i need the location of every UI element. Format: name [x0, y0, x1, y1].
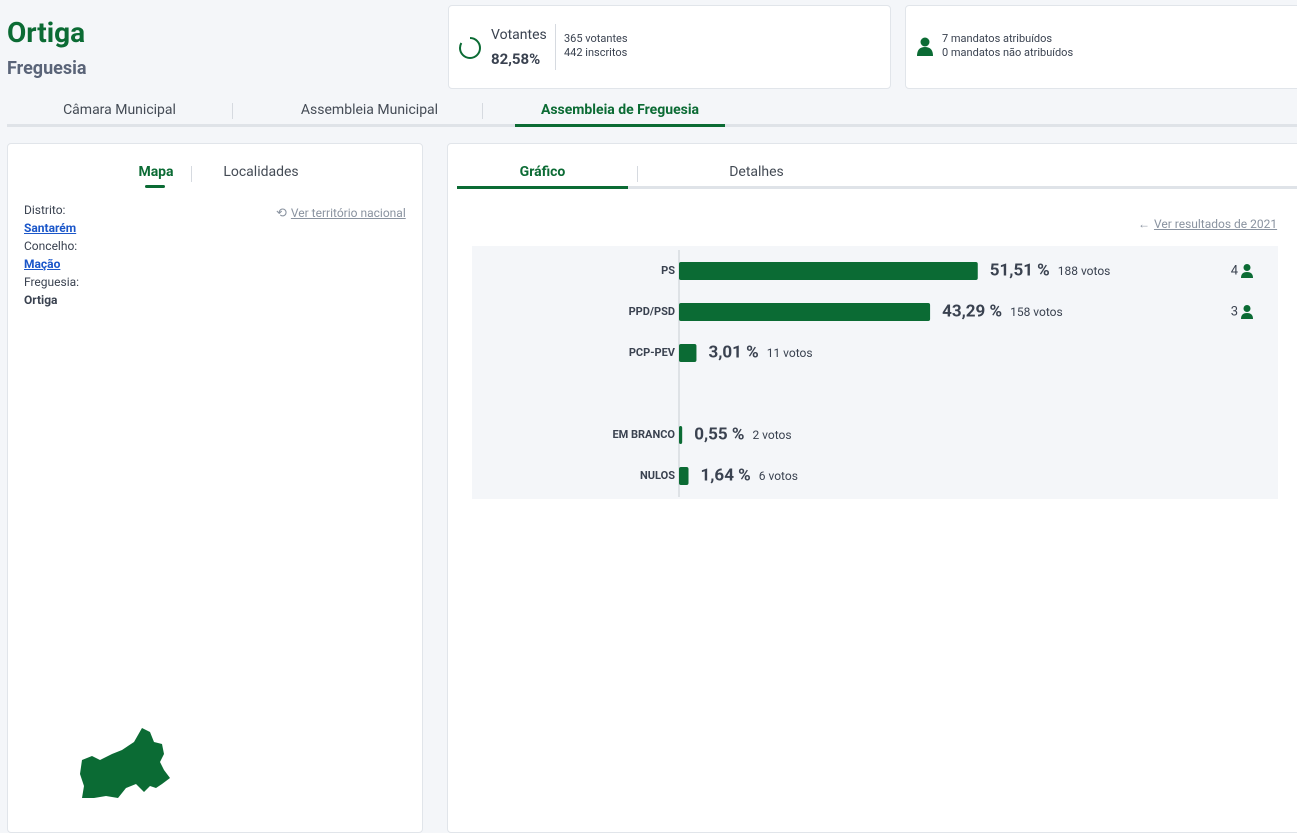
field-label: Distrito:: [24, 203, 66, 217]
chart: PS 51,51 % 188 votos 4 PPD/PSD 43,29 % 158 vot…: [472, 246, 1278, 499]
field-label: Freguesia:: [24, 275, 80, 289]
subtab-rule: [457, 186, 1297, 189]
icon-body: [1241, 272, 1253, 278]
category-label: NULOS: [640, 469, 675, 482]
mandates-assigned: 7 mandatos atribuídos: [942, 32, 1053, 45]
value-label: 3,01 %: [708, 342, 758, 362]
subtab-indicator: [145, 185, 165, 188]
value-label: 1,64 %: [701, 465, 751, 485]
registered: 442 inscritos: [564, 46, 628, 59]
results-link-wrap[interactable]: ← Ver resultados de 2021: [1138, 213, 1277, 232]
field-link[interactable]: Santarém: [24, 221, 77, 235]
subtab-indicator: [457, 186, 628, 189]
seats-label: 4: [1231, 263, 1239, 278]
votes-label: 158 votos: [1010, 305, 1063, 319]
category-label: PS: [661, 264, 675, 277]
seats-label: 3: [1231, 304, 1238, 319]
turnout-value: 82,58%: [491, 50, 541, 68]
category-label: EM BRANCO: [612, 428, 675, 441]
tab[interactable]: Assembleia Municipal: [300, 102, 439, 118]
title: Ortiga: [7, 16, 86, 49]
field-label: Concelho:: [24, 239, 78, 253]
left-panel: Mapa Localidades ⟲ Ver território nacion…: [7, 143, 423, 833]
value-label: 43,29 %: [942, 301, 1002, 321]
category-label: PCP-PEV: [629, 346, 676, 359]
subtab[interactable]: Localidades: [223, 164, 299, 180]
subtab[interactable]: Detalhes: [729, 164, 784, 180]
bar: [679, 344, 697, 362]
turnout-card: Votantes 82,58% 365 votantes 442 inscrit…: [448, 5, 891, 89]
icon-head: [1243, 264, 1251, 271]
category-label: PPD/PSD: [629, 305, 675, 318]
tab[interactable]: Câmara Municipal: [63, 102, 176, 118]
votes-label: 11 votos: [767, 346, 813, 360]
subtitle: Freguesia: [7, 58, 87, 79]
fields: Distrito: Santarém Concelho: Mação Fregu…: [24, 201, 79, 309]
results-link[interactable]: Ver resultados de 2021: [1153, 217, 1278, 231]
person-icon: [1241, 305, 1253, 319]
turnout-icon: [459, 37, 481, 59]
arrow-icon: ←: [1138, 217, 1150, 231]
chart-background: [472, 246, 1278, 499]
value-label: 0,55 %: [694, 424, 744, 444]
field-value: Ortiga: [24, 293, 58, 307]
tab-active[interactable]: Assembleia de Freguesia: [540, 102, 700, 118]
votes-label: 188 votos: [1058, 264, 1111, 278]
national-link-wrap[interactable]: ⟲ Ver território nacional: [276, 202, 406, 221]
mandates-card: 7 mandatos atribuídos 0 mandatos não atr…: [905, 5, 1297, 89]
votes-label: 2 votos: [752, 428, 791, 442]
tab-indicator: [515, 124, 725, 127]
mandates-unassigned: 0 mandatos não atribuídos: [942, 46, 1074, 59]
subtab-active[interactable]: Mapa: [138, 164, 174, 180]
bar: [679, 426, 683, 444]
icon-head: [1243, 305, 1251, 312]
reset-icon: ⟲: [276, 206, 287, 221]
bar: [679, 303, 931, 321]
person-icon: [917, 37, 933, 56]
voters: 365 votantes: [564, 32, 628, 45]
value-label: 51,51 %: [990, 260, 1050, 280]
icon-body: [1241, 313, 1253, 319]
bar: [679, 467, 689, 485]
national-link[interactable]: Ver território nacional: [290, 206, 406, 220]
map: [80, 728, 170, 798]
person-icon: [1241, 264, 1253, 278]
field-link[interactable]: Mação: [24, 257, 61, 271]
bar: [679, 262, 978, 280]
subtab-active[interactable]: Gráfico: [519, 164, 566, 180]
votes-label: 6 votos: [759, 469, 798, 483]
turnout-label: Votantes: [491, 27, 547, 43]
